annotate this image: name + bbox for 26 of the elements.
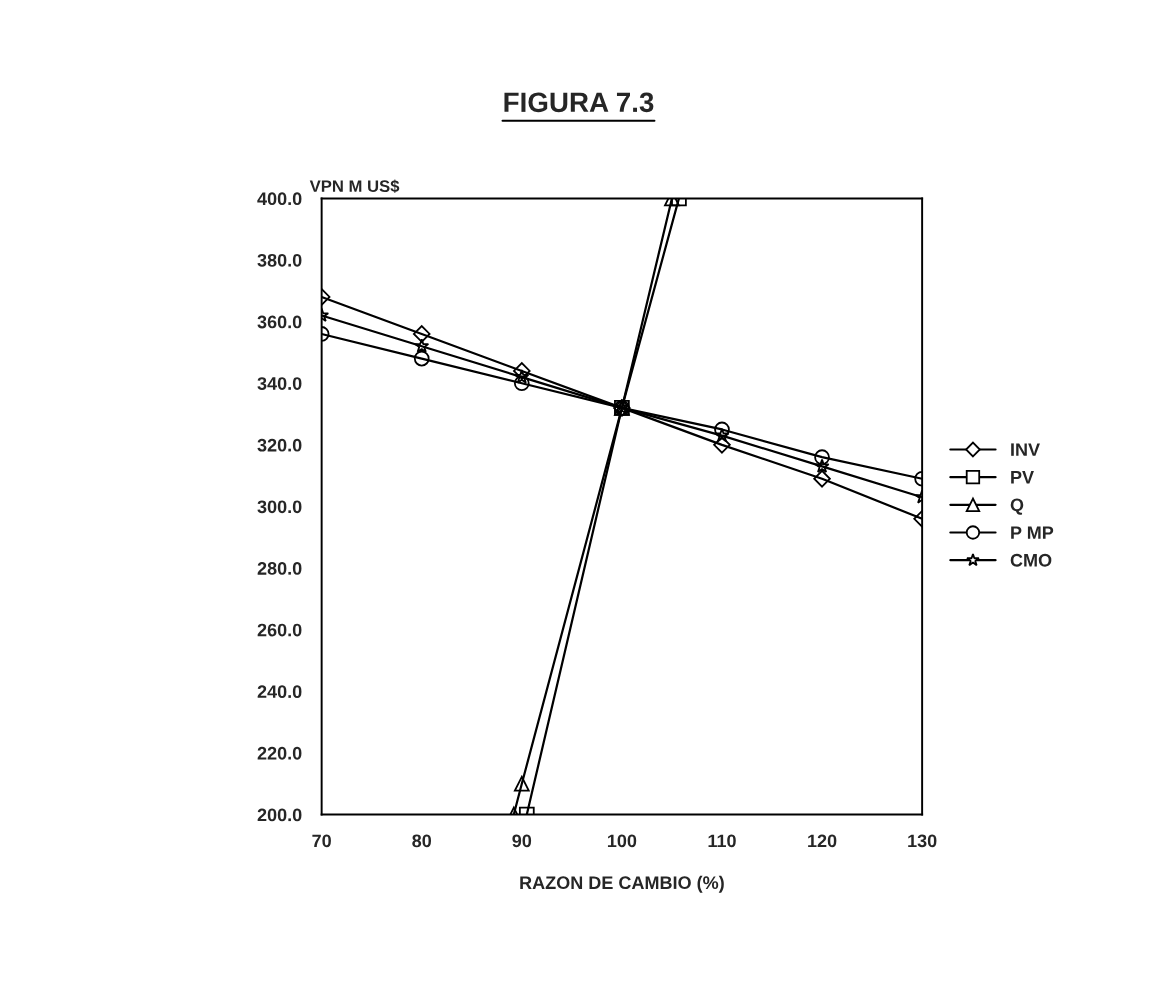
y-tick-label: 400.0 bbox=[257, 192, 302, 206]
y-tick-label: 260.0 bbox=[257, 623, 302, 637]
legend-label: PV bbox=[1011, 471, 1034, 484]
y-tick-label: 300.0 bbox=[257, 500, 302, 514]
y-tick-label: 380.0 bbox=[257, 253, 302, 267]
y-tick-label: 200.0 bbox=[257, 808, 302, 822]
x-axis-title: RAZON DE CAMBIO (%) bbox=[520, 875, 724, 893]
y-tick-label: 320.0 bbox=[257, 438, 302, 452]
y-axis-title: VPN M US$ bbox=[309, 179, 400, 194]
y-tick-label: 340.0 bbox=[257, 377, 302, 390]
y-tick-label: 240.0 bbox=[257, 685, 302, 699]
legend-label: INV bbox=[1011, 443, 1040, 456]
x-tick-label: 70 bbox=[312, 834, 331, 848]
x-tick-label: 90 bbox=[512, 834, 532, 848]
y-tick-label: 360.0 bbox=[257, 315, 302, 329]
y-tick-label: 220.0 bbox=[257, 746, 302, 760]
x-tick-label: 130 bbox=[908, 834, 937, 848]
x-tick-label: 100 bbox=[607, 834, 637, 848]
x-tick-label: 120 bbox=[808, 834, 837, 848]
legend-label: P MP bbox=[1011, 526, 1054, 539]
y-tick-label: 280.0 bbox=[257, 562, 302, 575]
chart-title: FIGURA 7.3 bbox=[504, 92, 654, 113]
x-tick-label: 80 bbox=[412, 834, 432, 848]
x-tick-label: 110 bbox=[708, 834, 736, 848]
legend-label: Q bbox=[1010, 498, 1024, 515]
legend-label: CMO bbox=[1010, 553, 1052, 567]
